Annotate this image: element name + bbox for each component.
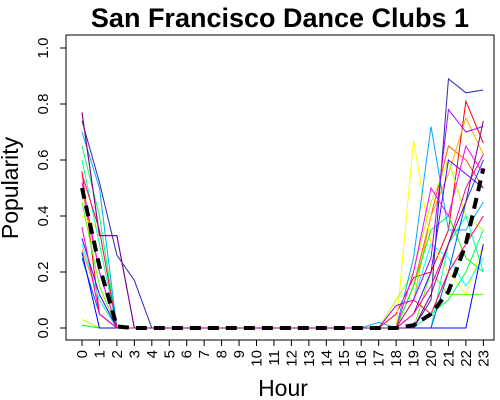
x-tick-label: 13 (301, 350, 318, 367)
x-tick-label: 10 (249, 350, 266, 367)
x-tick-label: 4 (144, 350, 161, 358)
x-ticks: 0 1 2 3 4 5 6 7 8 9 10 11 12 13 14 15 16 17 18 19 20 21 22 23 (74, 340, 492, 367)
x-tick-label: 17 (371, 350, 388, 367)
x-tick-label: 1 (91, 350, 108, 358)
y-tick-label: 0.8 (35, 94, 52, 115)
x-tick-label: 15 (336, 350, 353, 367)
x-tick-label: 5 (161, 350, 178, 358)
series-line-1 (81, 99, 484, 329)
y-tick-label: 0.0 (35, 318, 52, 339)
x-tick-label: 14 (318, 350, 335, 367)
mean-layer (80, 167, 486, 330)
y-ticks: 0.0 0.2 0.4 0.6 0.8 1.0 (35, 38, 66, 339)
x-tick-label: 6 (179, 350, 196, 358)
x-tick-label: 21 (440, 350, 457, 367)
x-tick-label: 11 (266, 350, 283, 366)
x-tick-label: 22 (458, 350, 475, 367)
x-tick-label: 18 (388, 350, 405, 367)
x-tick-label: 16 (353, 350, 370, 367)
series-line-16 (81, 108, 484, 329)
x-tick-label: 12 (283, 350, 300, 367)
x-tick-label: 23 (475, 350, 492, 367)
mean-line (80, 167, 486, 330)
x-tick-label: 19 (406, 350, 423, 367)
x-tick-label: 8 (214, 350, 231, 358)
x-axis-label: Hour (258, 375, 308, 400)
y-tick-label: 0.6 (35, 150, 52, 171)
y-axis-label: Popularity (0, 136, 23, 239)
plot-area (65, 34, 495, 341)
x-tick-label: 3 (126, 350, 143, 358)
x-tick-label: 0 (74, 350, 91, 358)
chart-title: San Francisco Dance Clubs 1 (91, 3, 469, 33)
y-tick-label: 0.2 (35, 262, 52, 283)
x-tick-label: 20 (423, 350, 440, 367)
y-tick-label: 0.4 (35, 206, 52, 227)
y-tick-label: 1.0 (35, 38, 52, 59)
x-tick-label: 7 (196, 350, 213, 358)
series-layer (81, 77, 484, 329)
x-tick-label: 2 (109, 350, 126, 358)
x-tick-label: 9 (231, 350, 248, 358)
